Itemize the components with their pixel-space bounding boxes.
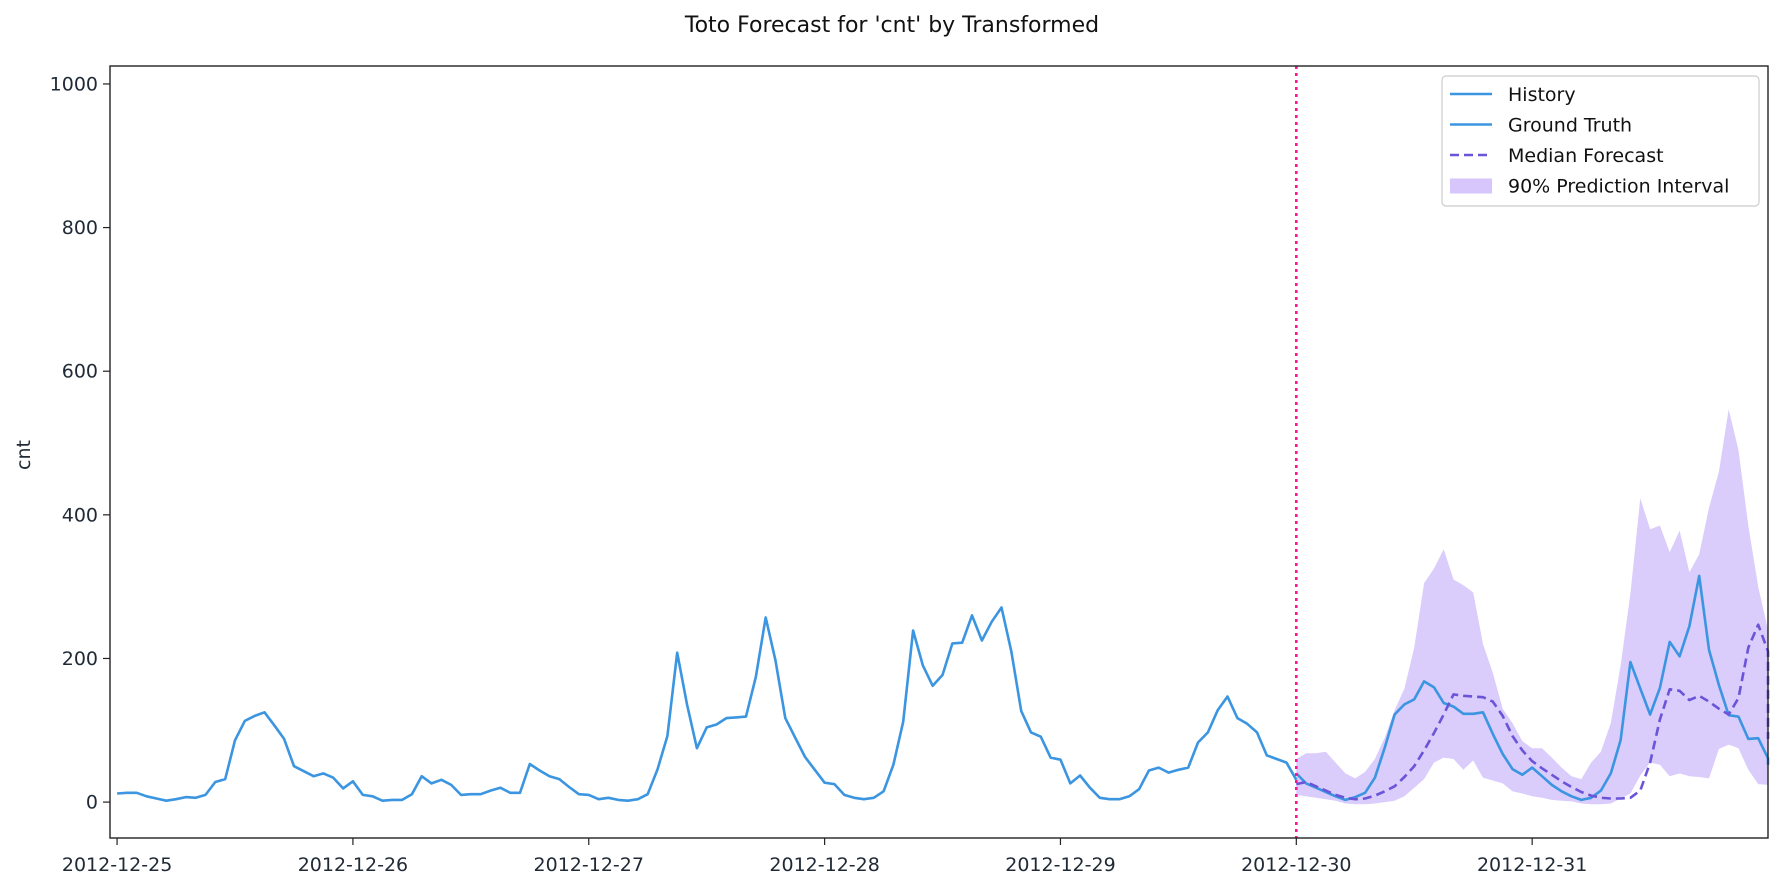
legend-label: Median Forecast [1508, 145, 1664, 167]
ground-truth-line [1295, 574, 1770, 802]
x-tick-label: 2012-12-30 [1241, 854, 1351, 876]
y-tick-label: 600 [62, 361, 98, 383]
y-tick-label: 400 [62, 504, 98, 526]
x-tick-label: 2012-12-25 [62, 854, 172, 876]
x-tick-label: 2012-12-27 [534, 854, 644, 876]
legend-label: History [1508, 84, 1576, 106]
prediction-interval-band [1296, 409, 1768, 805]
y-tick-label: 1000 [50, 73, 98, 95]
x-tick-label: 2012-12-28 [769, 854, 879, 876]
y-tick-label: 800 [62, 217, 98, 239]
legend: History Ground Truth Median Forecast 90% Pr… [1441, 75, 1760, 207]
plot-area [117, 66, 1770, 838]
series-lines-layer [117, 574, 1770, 803]
legend-label: 90% Prediction Interval [1508, 176, 1729, 198]
x-tick-label: 2012-12-26 [298, 854, 408, 876]
plot-frame [109, 65, 1769, 839]
median-forecast-line [1296, 623, 1770, 801]
y-tick-label: 200 [62, 648, 98, 670]
legend-box [1441, 75, 1760, 207]
legend-swatch [1450, 178, 1492, 194]
x-tick-label: 2012-12-29 [1005, 854, 1115, 876]
y-axis-label: cnt [13, 440, 35, 470]
x-tick-label: 2012-12-31 [1477, 854, 1587, 876]
y-axis: 0 200 400 600 800 1000 [50, 73, 110, 814]
chart-title: Toto Forecast for 'cnt' by Transformed [684, 13, 1099, 38]
history-line [117, 606, 1298, 803]
prediction-interval-layer [1296, 409, 1768, 805]
y-tick-label: 0 [86, 792, 98, 814]
x-axis: 2012-12-25 2012-12-26 2012-12-27 2012-12-28… [62, 838, 1587, 876]
legend-label: Ground Truth [1508, 115, 1632, 137]
